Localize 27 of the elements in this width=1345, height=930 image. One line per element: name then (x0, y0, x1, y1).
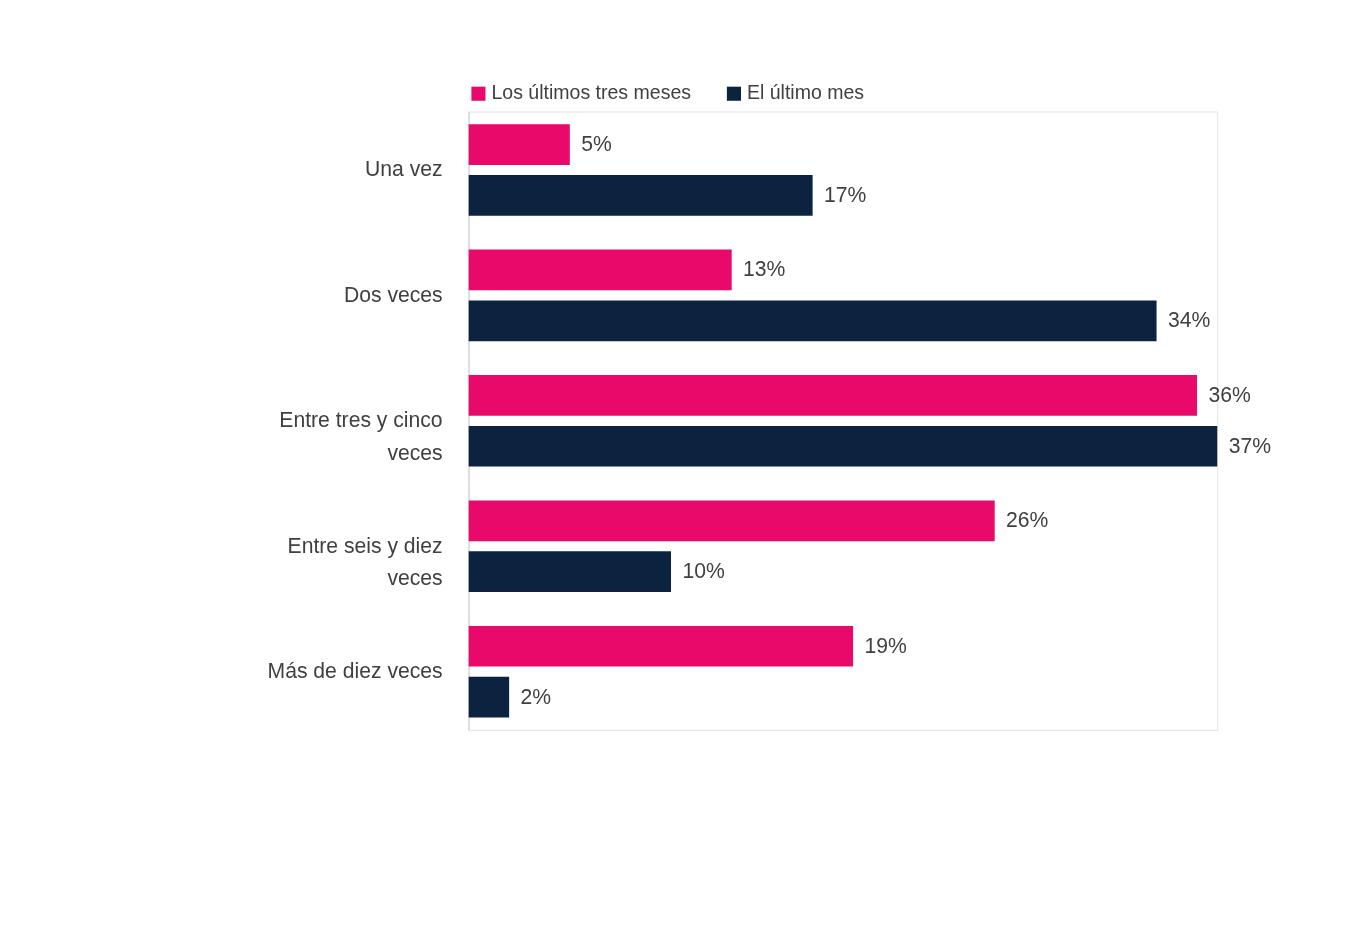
y-tick-label: Más de diez veces (267, 659, 443, 683)
data-label: 26% (1006, 508, 1049, 532)
data-label: 37% (1228, 433, 1272, 457)
bar (468, 551, 671, 593)
bar (468, 300, 1157, 342)
bar (468, 124, 570, 165)
data-label: 36% (1208, 382, 1251, 406)
bar (468, 249, 732, 291)
data-label: 2% (520, 684, 552, 708)
data-label: 34% (1167, 308, 1211, 332)
legend-label: Los últimos tres meses (491, 81, 692, 104)
legend-label: El último mes (746, 81, 865, 104)
bar (468, 676, 510, 718)
data-label: 19% (864, 633, 907, 657)
data-label: 17% (824, 182, 867, 206)
bar (468, 425, 1218, 467)
y-tick-label: Entre tres y cinco veces (279, 408, 443, 464)
y-tick-label: Dos veces (343, 282, 443, 306)
bar (468, 375, 1198, 416)
data-label: 5% (581, 132, 612, 156)
data-label: 10% (682, 559, 725, 583)
data-label: 13% (743, 257, 786, 281)
y-tick-label: Entre seis y diez veces (287, 533, 443, 590)
y-tick-label: Una vez (365, 157, 443, 181)
bar (468, 625, 854, 667)
bar (468, 500, 995, 542)
bar (468, 175, 813, 216)
